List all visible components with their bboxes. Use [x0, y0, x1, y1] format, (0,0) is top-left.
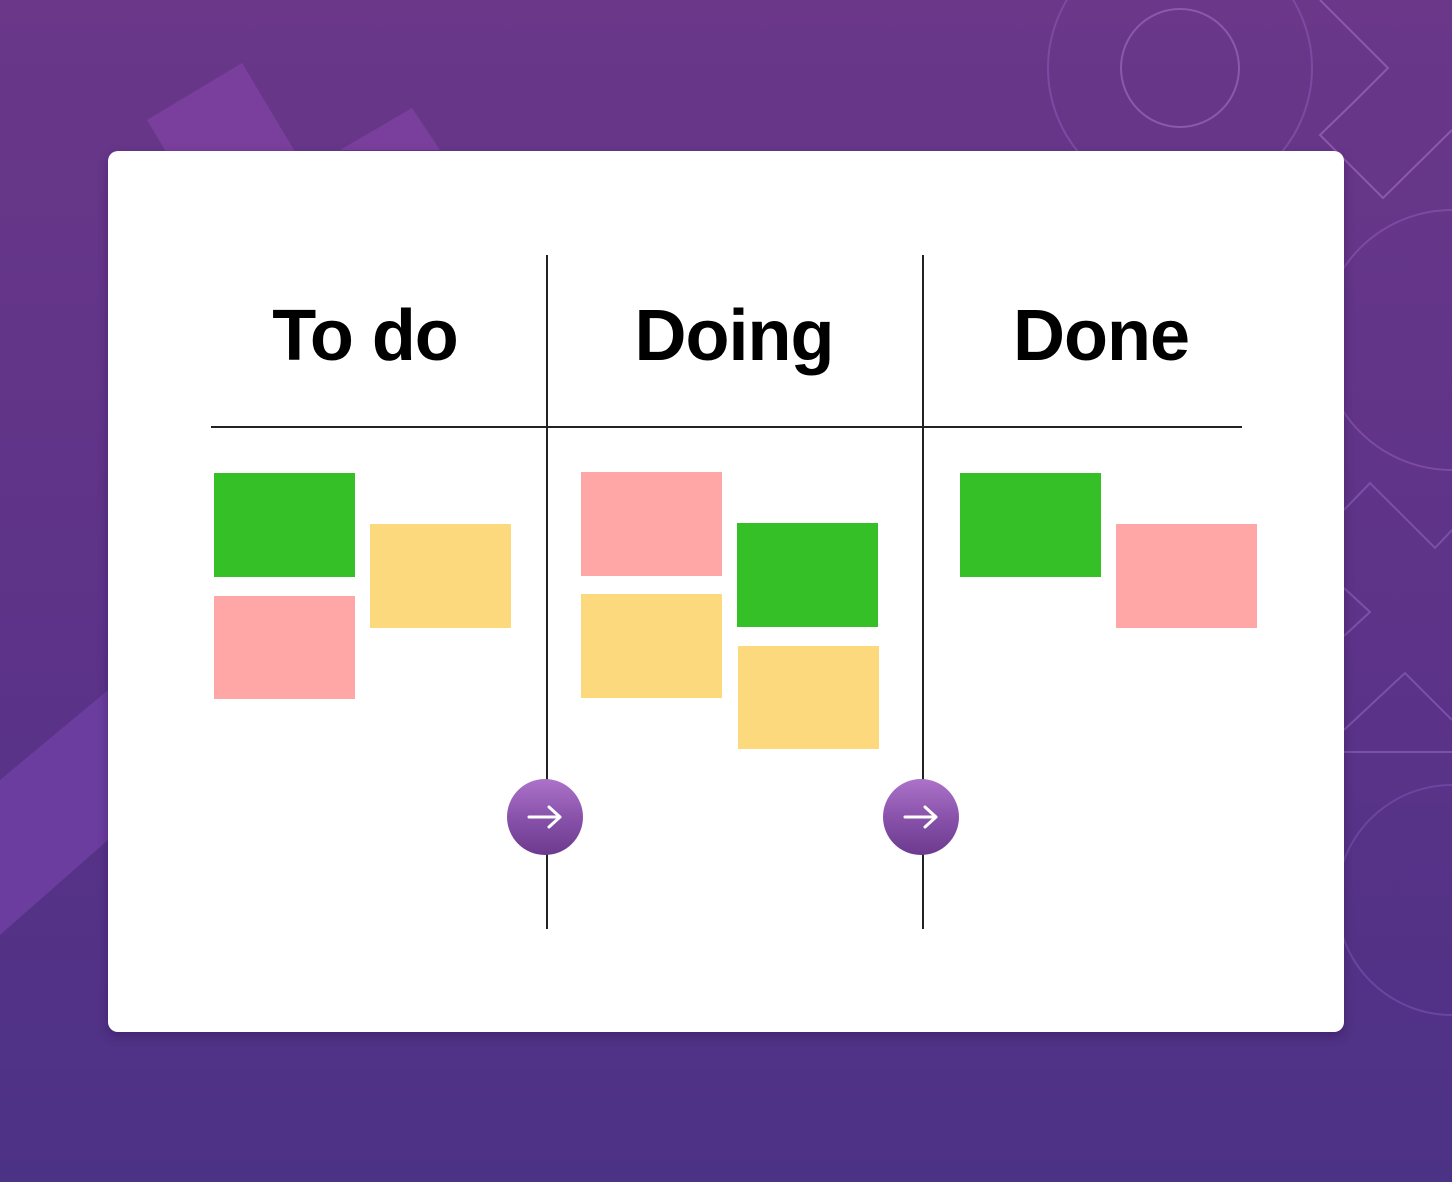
sticky-note-pink[interactable]	[1116, 524, 1257, 628]
column-divider	[922, 255, 924, 929]
sticky-note-green[interactable]	[960, 473, 1101, 577]
move-to-doing-button[interactable]	[507, 779, 583, 855]
column-header-doing: Doing	[634, 296, 835, 376]
header-divider	[211, 426, 1242, 428]
sticky-note-yellow[interactable]	[370, 524, 511, 628]
sticky-note-green[interactable]	[737, 523, 878, 627]
column-header-done: Done	[1013, 296, 1190, 376]
sticky-note-yellow[interactable]	[581, 594, 722, 698]
sticky-note-yellow[interactable]	[738, 646, 879, 749]
column-header-todo: To do	[272, 296, 459, 376]
sticky-note-pink[interactable]	[214, 596, 355, 699]
sticky-note-pink[interactable]	[581, 472, 722, 576]
sticky-note-green[interactable]	[214, 473, 355, 577]
move-to-done-button[interactable]	[883, 779, 959, 855]
column-divider	[546, 255, 548, 929]
arrow-right-icon	[527, 805, 562, 829]
arrow-right-icon	[903, 805, 938, 829]
